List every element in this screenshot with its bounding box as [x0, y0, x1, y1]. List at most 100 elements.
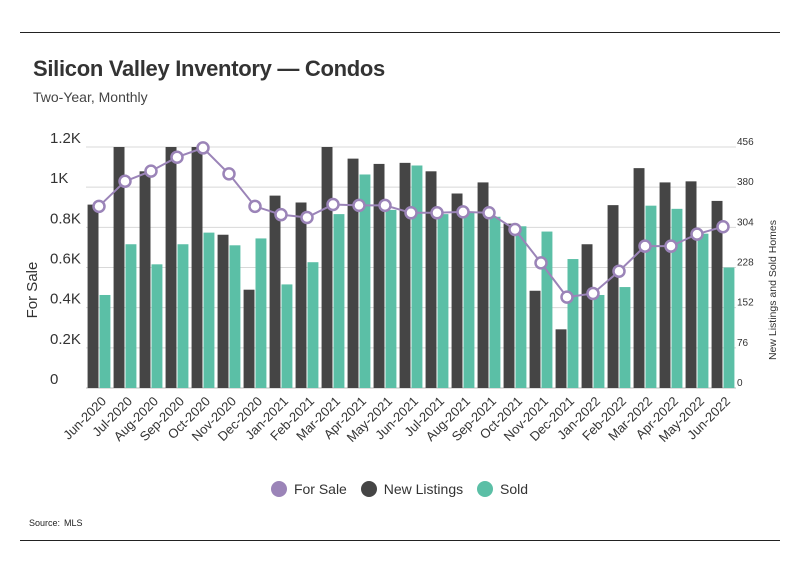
bar-sold [437, 214, 449, 388]
for-sale-point [534, 256, 548, 270]
bar-new-listings [321, 147, 333, 388]
y-tick-label-left: 0.4K [50, 291, 81, 308]
bar-sold [593, 294, 605, 388]
bar-sold [99, 294, 111, 388]
bar-sold [411, 165, 423, 388]
bar-sold [385, 209, 397, 388]
chart-title: Silicon Valley Inventory — Condos [33, 56, 385, 81]
legend-item-for-sale[interactable]: For Sale [270, 481, 347, 497]
bars [87, 147, 735, 388]
for-sale-point [638, 239, 652, 253]
legend-swatch-sold [477, 481, 494, 497]
for-sale-point [690, 227, 704, 241]
bar-new-listings [555, 329, 567, 388]
y-tick-label-left: 0.8K [50, 210, 81, 227]
y-tick-label-left: 0.6K [50, 251, 81, 268]
bar-sold [567, 259, 579, 388]
bar-sold [229, 245, 241, 388]
y-tick-label-right: 0 [737, 378, 743, 389]
bar-new-listings [399, 162, 411, 388]
bar-sold [307, 262, 319, 388]
bar-new-listings [711, 200, 723, 388]
bar-new-listings [87, 204, 99, 388]
legend-label-new-listings: New Listings [383, 481, 464, 497]
for-sale-point [508, 222, 522, 237]
y-tick-label-right: 380 [737, 177, 754, 188]
for-sale-point [326, 197, 340, 212]
bar-new-listings [113, 147, 125, 388]
bar-sold [541, 231, 553, 388]
bar-sold [489, 216, 501, 388]
bar-sold [619, 287, 631, 388]
for-sale-point [716, 219, 730, 234]
bar-sold [125, 244, 137, 388]
bar-new-listings [347, 158, 359, 388]
legend-label-sold: Sold [500, 481, 529, 497]
legend: For Sale New Listings Sold [0, 481, 799, 500]
bar-sold [177, 244, 189, 388]
y-tick-label-right: 304 [737, 217, 754, 228]
bar-new-listings [659, 182, 671, 388]
for-sale-point [430, 206, 444, 220]
source-note: Source: MLS [29, 518, 87, 528]
legend-label-for-sale: For Sale [293, 481, 347, 497]
bar-new-listings [425, 171, 437, 388]
for-sale-point [196, 141, 210, 155]
y-axis-title-left: For Sale [24, 262, 41, 319]
bar-sold [463, 211, 475, 388]
bar-sold [151, 264, 163, 388]
bar-sold [645, 205, 657, 388]
bar-new-listings [685, 181, 697, 388]
for-sale-point [456, 205, 470, 219]
y-tick-label-right: 456 [737, 137, 754, 148]
y-tick-label-left: 1K [50, 170, 68, 187]
y-tick-label-left: 0 [50, 371, 58, 388]
for-sale-point [586, 286, 600, 301]
chart-subtitle: Two-Year, Monthly [33, 89, 148, 105]
bar-new-listings [165, 147, 177, 388]
bar-new-listings [529, 290, 541, 388]
bar-sold [359, 174, 371, 388]
bar-new-listings [451, 193, 463, 388]
source-label: Source: [29, 518, 61, 528]
for-sale-point [118, 174, 132, 189]
y-axis-title-right: New Listings and Sold Homes [767, 220, 779, 360]
y-tick-label-right: 228 [737, 258, 754, 269]
chart-canvas: 0 0 0.2K 76 0.4K 152 0.6K 228 0.8K 304 1K 380 1.2K 45… [24, 130, 779, 445]
bar-new-listings [373, 163, 385, 388]
bar-new-listings [217, 234, 229, 388]
bar-new-listings [139, 171, 151, 388]
y-tick-label-right: 152 [737, 298, 754, 309]
y-tick-label-right: 76 [737, 338, 749, 349]
for-sale-point [144, 164, 158, 178]
for-sale-point [248, 199, 262, 214]
bar-new-listings [477, 182, 489, 388]
for-sale-point [300, 210, 314, 225]
for-sale-point [222, 167, 236, 181]
bar-sold [333, 214, 345, 388]
bar-new-listings [243, 289, 255, 388]
for-sale-line [92, 141, 730, 304]
bar-new-listings [581, 244, 593, 388]
for-sale-point [92, 199, 106, 214]
for-sale-point [352, 198, 366, 213]
source-value: MLS [64, 518, 83, 528]
for-sale-point [274, 207, 288, 222]
for-sale-point [378, 198, 392, 213]
bar-new-listings [269, 195, 281, 388]
bar-new-listings [191, 147, 203, 388]
for-sale-point [404, 206, 418, 220]
top-rule [20, 32, 780, 33]
legend-item-sold[interactable]: Sold [477, 481, 528, 497]
for-sale-point [612, 264, 626, 278]
bar-sold [255, 238, 267, 388]
for-sale-point [560, 290, 574, 304]
for-sale-point [170, 150, 184, 164]
bar-sold [697, 233, 709, 388]
for-sale-point [664, 239, 678, 253]
for-sale-point [482, 206, 496, 220]
bottom-rule [20, 540, 780, 541]
bar-sold [515, 226, 527, 388]
legend-swatch-new-listings [360, 481, 377, 497]
legend-item-new-listings[interactable]: New Listings [360, 481, 464, 497]
